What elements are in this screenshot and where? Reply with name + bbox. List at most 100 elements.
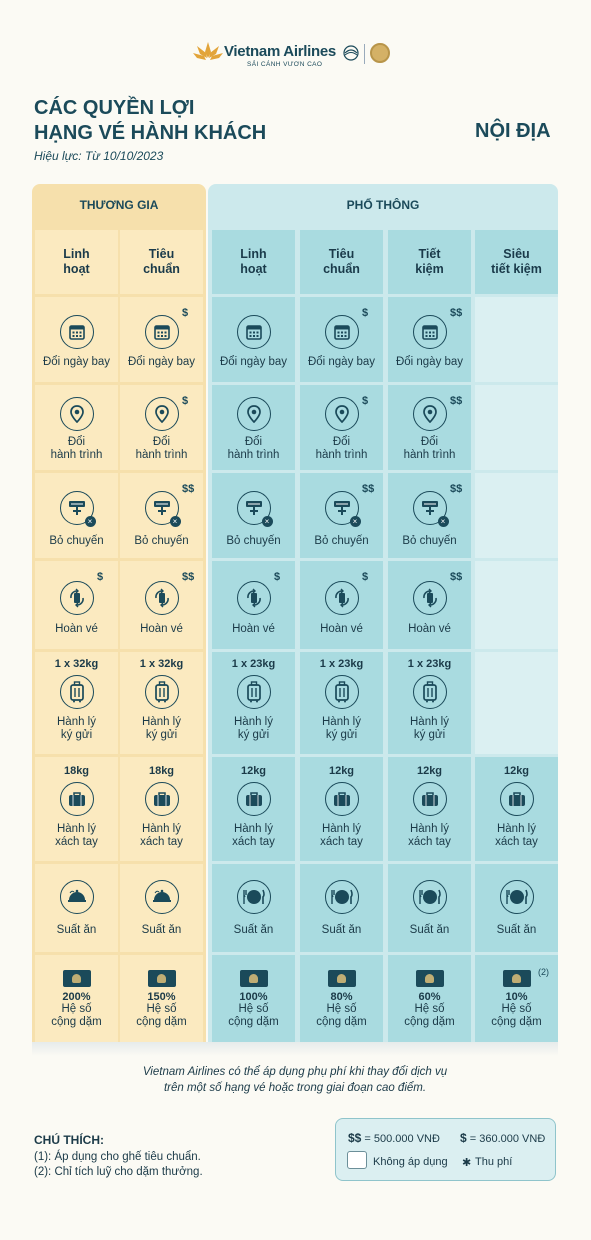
cell-not-applicable [475, 561, 558, 649]
column-header-line2: hoạt [63, 262, 90, 276]
lotusmiles-card-icon [415, 970, 444, 987]
benefit-label: Hành lý xách tay [140, 823, 183, 849]
benefit-label-line1: Đổi [67, 436, 86, 448]
lotus-icon [193, 42, 223, 60]
calendar-icon [412, 315, 447, 349]
carry-on-allowance: 12kg [503, 765, 530, 777]
missed-flight-icon: × [144, 491, 181, 527]
carry-on-allowance: 12kg [240, 765, 267, 777]
legend-note-2: (2): Chỉ tích luỹ cho dặm thưởng. [34, 1166, 203, 1178]
cell-carry-on: 18kg Hành lý xách tay [35, 757, 118, 861]
cell-meal: Suất ăn [388, 864, 471, 952]
refund-icon [144, 581, 179, 615]
fee-key-box: $$ = 500.000 VNĐ $ = 360.000 VNĐ Không á… [335, 1118, 556, 1181]
cell-meal: Suất ăn [35, 864, 118, 952]
benefit-label-line2: xách tay [495, 836, 538, 848]
column-header-line1: Linh [240, 247, 267, 261]
benefit-label-line1: Hành lý [496, 823, 536, 835]
cell-no-show: × $$ Bỏ chuyến [300, 473, 383, 558]
cell-miles: 80% Hệ số cộng dặm [300, 955, 383, 1042]
fee-badge: $ [182, 395, 189, 407]
location-pin-icon [324, 397, 359, 431]
benefit-label-line1: Hành lý [233, 823, 273, 835]
benefit-label-line2: hành trình [315, 449, 368, 461]
benefit-label: Hành lý ký gửi [57, 716, 96, 742]
benefit-label-line2: hành trình [135, 449, 188, 461]
benefit-label-line1: Đổi [244, 436, 263, 448]
refund-icon [324, 581, 359, 615]
luggage-icon [236, 675, 271, 709]
brand-slogan: SẢI CÁNH VƯƠN CAO [247, 61, 323, 68]
cell-no-show: × $$ Bỏ chuyến [120, 473, 203, 558]
handbag-icon [236, 782, 271, 816]
location-pin-icon [412, 397, 447, 431]
column-header-line2: hoạt [240, 262, 267, 276]
cell-change-date: $$ Đổi ngày bay [388, 297, 471, 382]
cell-miles: 200% Hệ số cộng dặm [35, 955, 118, 1042]
cancel-mark-icon: × [84, 516, 96, 527]
group-economy: PHỔ THÔNG [346, 198, 420, 212]
location-pin-icon [59, 397, 94, 431]
benefit-label: Đổi ngày bay [42, 356, 111, 368]
benefit-label: Bỏ chuyến [134, 535, 189, 547]
benefit-label-line2: ký gửi [60, 729, 93, 741]
benefit-label: Đổi hành trình [51, 436, 103, 462]
benefit-label: Hoàn vé [320, 623, 363, 635]
award-medal-icon [370, 43, 390, 63]
benefit-label-line1: Hệ số [238, 1003, 269, 1015]
benefit-label: Suất ăn [496, 924, 537, 936]
benefit-label: Đổi hành trình [228, 436, 280, 462]
luggage-icon [324, 675, 359, 709]
fee-badge: $ [182, 307, 189, 319]
handbag-icon [59, 782, 94, 816]
carry-on-allowance: 12kg [328, 765, 355, 777]
lotusmiles-card-icon [239, 970, 268, 987]
missed-flight-icon: × [412, 491, 449, 527]
cell-change-route: $ Đổi hành trình [300, 385, 383, 470]
benefit-label: Hoàn vé [140, 623, 183, 635]
benefit-label: Đổi ngày bay [127, 356, 196, 368]
benefit-label: Hành lý xách tay [232, 823, 275, 849]
benefit-label-line2: ký gửi [237, 729, 270, 741]
benefit-label: Hành lý ký gửi [234, 716, 273, 742]
benefit-label: Hoàn vé [408, 623, 451, 635]
meal-icon [412, 880, 447, 914]
column-header-line2: chuẩn [323, 262, 360, 276]
lotusmiles-card-icon [327, 970, 356, 987]
column-header-line2: chuẩn [143, 262, 180, 276]
luggage-icon [59, 675, 94, 709]
benefit-label-line1: Hệ số [146, 1003, 177, 1015]
fee-badge: $ [274, 571, 281, 583]
benefit-label: Bỏ chuyến [226, 535, 281, 547]
table-shadow [32, 1042, 558, 1056]
cell-change-date: $ Đổi ngày bay [120, 297, 203, 382]
cell-change-date: Đổi ngày bay [212, 297, 295, 382]
location-pin-icon [144, 397, 179, 431]
cell-meal: Suất ăn [212, 864, 295, 952]
cell-not-applicable [475, 652, 558, 754]
benefit-label-line1: Hành lý [322, 716, 361, 728]
benefit-label: Suất ăn [321, 924, 362, 936]
benefit-label: Suất ăn [141, 924, 182, 936]
calendar-icon [144, 315, 179, 349]
column-header-line1: Linh [63, 247, 90, 261]
fee-badge: $$ [182, 483, 195, 495]
benefit-label-line1: Hành lý [410, 716, 449, 728]
fee-badge: $$ [450, 395, 463, 407]
column-header-line2: kiệm [415, 262, 444, 276]
cell-change-route: Đổi hành trình [212, 385, 295, 470]
benefit-label-line2: hành trình [403, 449, 456, 461]
refund-icon [59, 581, 94, 615]
benefit-label-line2: xách tay [320, 836, 363, 848]
fee-badge: $$ [182, 571, 195, 583]
benefit-label: Hành lý ký gửi [322, 716, 361, 742]
benefit-label-line2: cộng dặm [316, 1016, 367, 1028]
benefit-label: Hệ số cộng dặm [491, 1003, 542, 1029]
fee-badge: $$ [450, 483, 463, 495]
cell-meal: Suất ăn [475, 864, 558, 952]
legend-note-1: (1): Áp dụng cho ghế tiêu chuẩn. [34, 1151, 201, 1163]
fee-badge: $ [362, 307, 369, 319]
column-header-2: Linh hoạt [212, 230, 295, 294]
cell-carry-on: 12kg Hành lý xách tay [212, 757, 295, 861]
group-business: THƯƠNG GIA [79, 198, 159, 212]
